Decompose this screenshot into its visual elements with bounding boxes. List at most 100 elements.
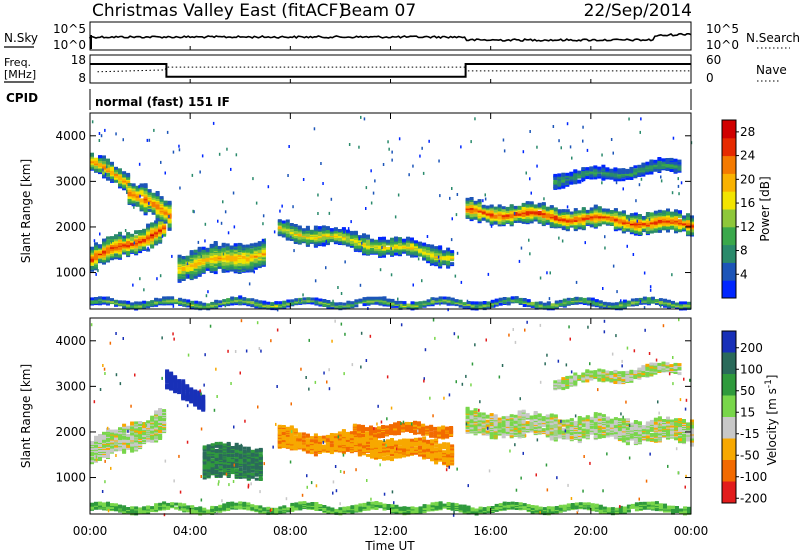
heatmap-cell — [106, 246, 110, 250]
heatmap-cell — [225, 261, 230, 265]
heatmap-cell — [487, 272, 490, 276]
heatmap-cell — [612, 151, 614, 155]
heatmap-cell — [621, 219, 626, 223]
heatmap-cell — [160, 160, 162, 164]
heatmap-cell — [257, 253, 262, 257]
heatmap-cell — [181, 379, 186, 383]
heatmap-cell — [98, 444, 102, 447]
heatmap-cell — [173, 386, 178, 390]
heatmap-cell — [158, 412, 163, 415]
heatmap-cell — [649, 225, 654, 229]
heatmap-cell — [90, 152, 94, 156]
heatmap-cell — [165, 372, 170, 376]
heatmap-cell — [626, 244, 628, 248]
heatmap-cell — [529, 252, 531, 256]
y-tick-label: 2000 — [55, 220, 86, 234]
heatmap-cell — [110, 177, 114, 181]
heatmap-cell — [97, 269, 99, 273]
heatmap-cell — [257, 241, 262, 245]
heatmap-cell — [438, 296, 443, 300]
heatmap-cell — [593, 169, 598, 173]
y-tick-label: 1000 — [55, 266, 86, 280]
heatmap-cell — [466, 305, 471, 308]
heatmap-cell — [670, 224, 674, 228]
heatmap-cell — [687, 303, 691, 307]
heatmap-cell — [410, 251, 414, 255]
beam-label: Beam 07 — [340, 1, 416, 21]
heatmap-cell — [633, 168, 638, 172]
heatmap-cell — [110, 300, 114, 304]
heatmap-cell — [155, 191, 160, 194]
heatmap-cell — [585, 214, 590, 218]
heatmap-cell — [230, 454, 235, 458]
heatmap-cell — [217, 261, 222, 265]
heatmap-cell — [677, 177, 679, 181]
heatmap-cell — [241, 257, 246, 261]
heatmap-cell — [134, 429, 139, 433]
heatmap-cell — [234, 453, 239, 457]
heatmap-cell — [378, 236, 382, 240]
heatmap-cell — [241, 243, 243, 247]
heatmap-cell — [386, 246, 390, 250]
heatmap-cell — [150, 303, 155, 307]
heatmap-cell — [581, 179, 584, 183]
heatmap-cell — [186, 262, 189, 266]
heatmap-cell — [390, 243, 394, 247]
heatmap-cell — [178, 148, 181, 152]
heatmap-cell — [106, 239, 110, 243]
heatmap-cell — [285, 222, 290, 226]
heatmap-cell — [289, 233, 294, 236]
colorbar-swatch — [722, 244, 736, 263]
heatmap-cell — [151, 192, 156, 196]
heatmap-cell — [276, 308, 279, 312]
heatmap-cell — [305, 233, 310, 237]
heatmap-cell — [151, 196, 156, 200]
heatmap-cell — [98, 139, 101, 142]
heatmap-cell — [118, 300, 122, 304]
heatmap-cell — [365, 207, 367, 210]
colorbar-tick-label: 4 — [740, 267, 748, 281]
heatmap-cell — [618, 301, 623, 305]
heatmap-cell — [99, 232, 101, 236]
heatmap-cell — [437, 255, 440, 259]
heatmap-cell — [412, 164, 414, 168]
heatmap-cell — [224, 210, 227, 214]
heatmap-cell — [138, 426, 143, 429]
heatmap-cell — [165, 380, 170, 384]
heatmap-cell — [254, 448, 259, 452]
heatmap-cell — [558, 236, 560, 240]
heatmap-cell — [382, 163, 385, 166]
heatmap-cell — [337, 229, 342, 232]
heatmap-cell — [250, 475, 255, 479]
heatmap-cell — [197, 251, 202, 255]
heatmap-cell — [521, 208, 526, 212]
heatmap-cell — [202, 302, 207, 306]
heatmap-cell — [118, 448, 122, 452]
heatmap-cell — [541, 218, 546, 222]
heatmap-cell — [539, 276, 542, 280]
heatmap-cell — [398, 137, 401, 141]
heatmap-cell — [98, 250, 102, 254]
heatmap-cell — [489, 210, 494, 214]
heatmap-cell — [241, 265, 246, 269]
heatmap-cell — [156, 277, 158, 281]
heatmap-cell — [657, 215, 662, 219]
heatmap-cell — [434, 250, 439, 254]
heatmap-cell — [138, 238, 143, 241]
heatmap-cell — [213, 263, 218, 267]
heatmap-cell — [110, 244, 114, 248]
heatmap-cell — [626, 300, 631, 304]
heatmap-cell — [94, 300, 98, 303]
heatmap-cell — [678, 210, 682, 214]
heatmap-cell — [438, 263, 443, 267]
heatmap-cell — [106, 296, 110, 300]
nsky-panel-frame — [89, 21, 692, 51]
nsearch-tick-top: 10^5 — [706, 22, 739, 36]
heatmap-cell — [310, 297, 315, 301]
heatmap-cell — [337, 235, 342, 238]
heatmap-cell — [641, 162, 646, 166]
heatmap-cell — [166, 296, 171, 300]
heatmap-cell — [201, 248, 206, 252]
heatmap-cell — [218, 152, 221, 156]
heatmap-cell — [428, 139, 430, 143]
